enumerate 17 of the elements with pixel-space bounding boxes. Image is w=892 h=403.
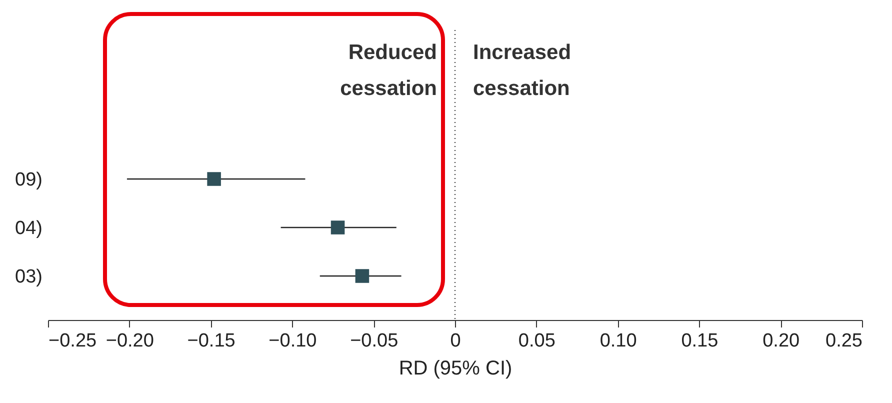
y-tick-label: 04)	[15, 218, 42, 239]
x-tick-label: 0.20	[762, 330, 800, 352]
y-tick-label: 03)	[15, 266, 42, 288]
x-axis-title: RD (95% CI)	[398, 358, 512, 380]
x-tick-label: 0.10	[600, 330, 637, 352]
text: Increased cessation	[473, 41, 572, 100]
x-tick-label: 0.15	[681, 330, 718, 352]
x-tick-label: 0.05	[518, 330, 556, 352]
y-tick-label: 09)	[15, 170, 42, 190]
text: Reduced cessation	[340, 41, 437, 100]
x-tick-label: −0.15	[187, 330, 236, 352]
x-tick-label: 0.25	[826, 330, 862, 352]
x-tick-label: 0	[450, 330, 461, 352]
x-tick-label: −0.10	[268, 330, 317, 352]
x-tick-label: −0.05	[350, 330, 398, 352]
x-tick-label: −0.25	[48, 330, 97, 352]
x-tick-label: −0.20	[106, 330, 154, 352]
